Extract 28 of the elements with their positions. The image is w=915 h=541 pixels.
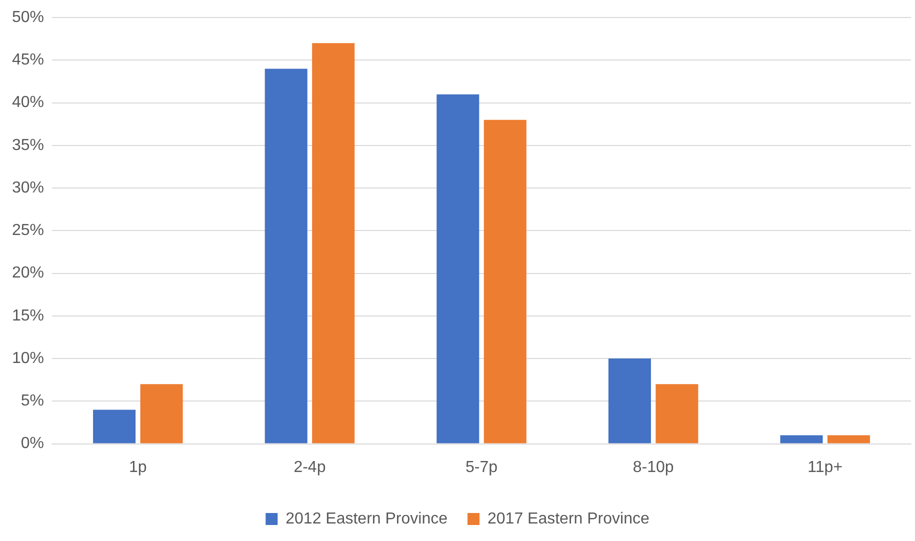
bar	[140, 384, 183, 444]
y-tick-label: 35%	[12, 136, 44, 154]
x-tick-label: 5-7p	[465, 458, 498, 476]
bar	[656, 384, 698, 444]
bar	[93, 410, 136, 444]
bar	[436, 94, 480, 444]
x-tick-label: 1p	[129, 458, 147, 476]
bar	[312, 43, 355, 444]
y-tick-label: 25%	[12, 222, 44, 240]
bar	[827, 435, 870, 444]
legend-label: 2017 Eastern Province	[488, 510, 650, 528]
bar	[264, 68, 308, 444]
y-tick-label: 50%	[12, 9, 44, 26]
x-tick-label: 8-10p	[632, 458, 674, 476]
y-tick-label: 30%	[12, 179, 44, 196]
x-tick-label: 2-4p	[294, 458, 326, 476]
y-tick-label: 40%	[12, 94, 44, 112]
y-tick-label: 45%	[12, 52, 44, 69]
y-tick-label: 5%	[20, 392, 44, 410]
y-tick-label: 10%	[12, 350, 44, 367]
y-tick-label: 15%	[12, 307, 44, 324]
bar	[484, 120, 526, 444]
x-tick-label: 11p+	[808, 458, 843, 476]
bar	[608, 358, 651, 444]
y-tick-label: 0%	[20, 435, 44, 452]
bar	[780, 435, 823, 444]
y-tick-label: 20%	[12, 264, 44, 282]
legend-label: 2012 Eastern Province	[286, 510, 448, 528]
